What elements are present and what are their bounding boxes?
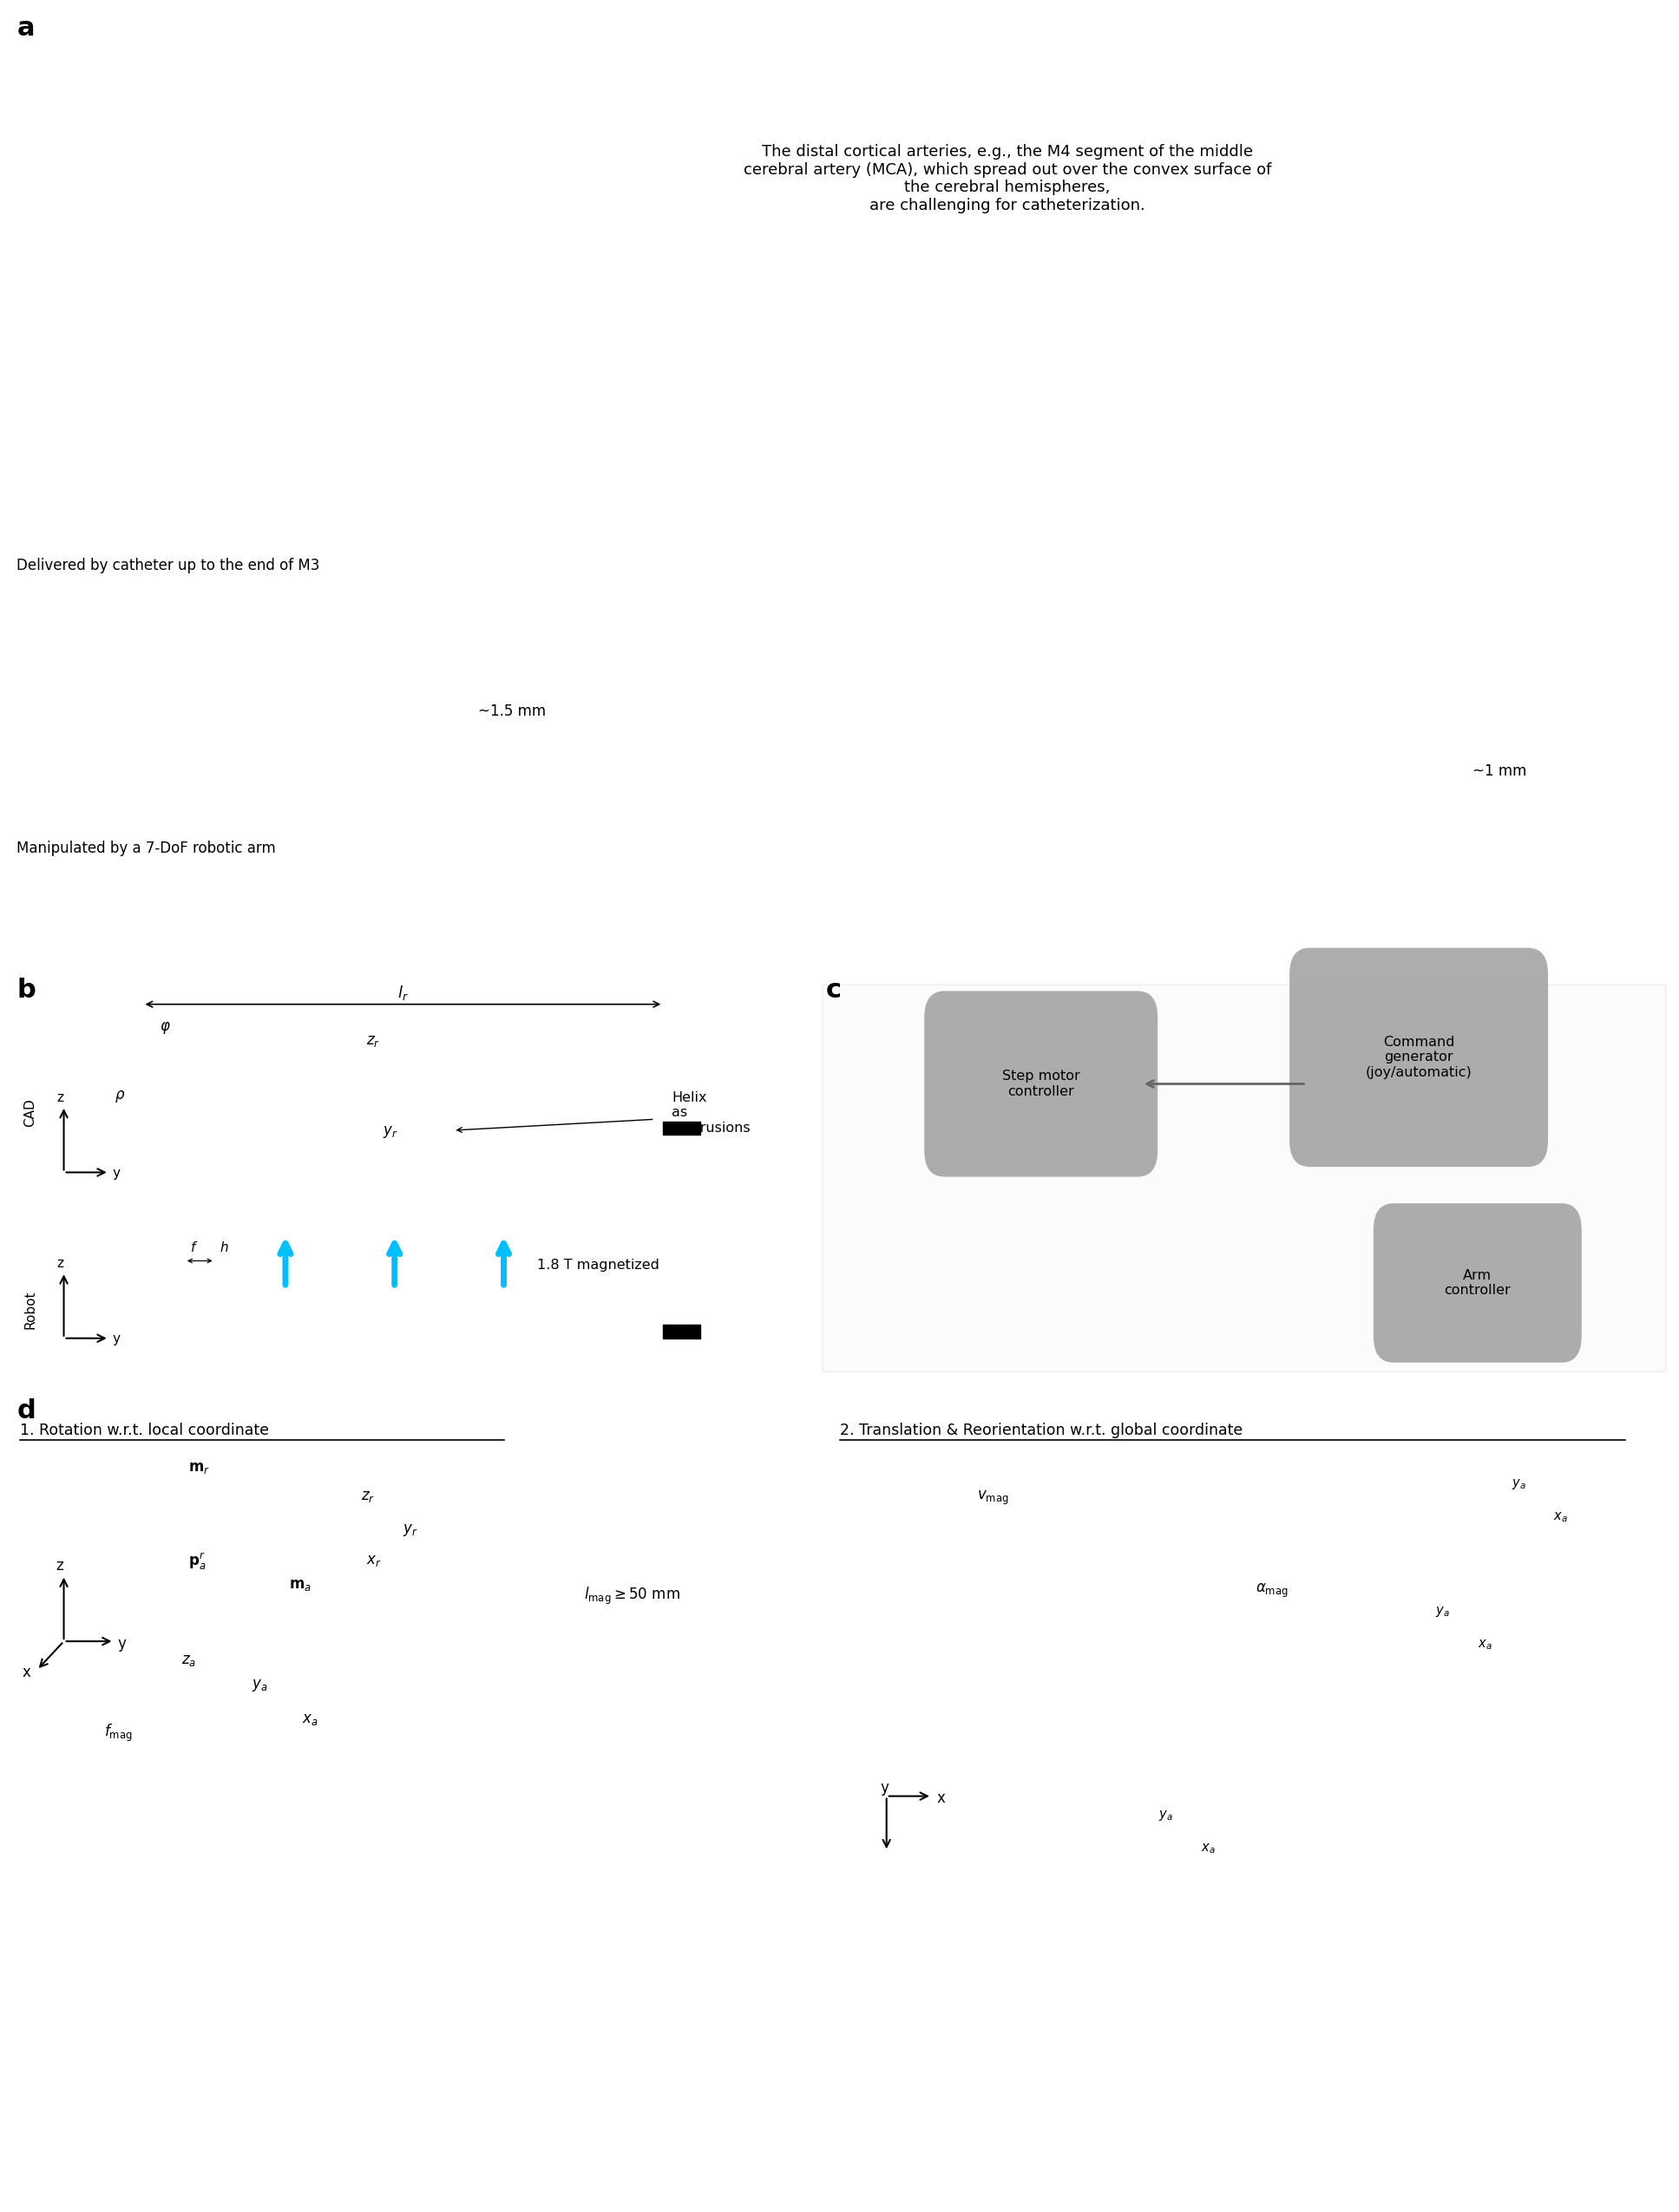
Text: $y_r$: $y_r$ [383,1124,398,1139]
Text: Command
generator
(joy/automatic): Command generator (joy/automatic) [1365,1035,1472,1079]
Text: z: z [57,1091,64,1104]
Text: $x_r$: $x_r$ [366,1553,381,1568]
Text: y: y [112,1166,121,1179]
Text: $y_a$: $y_a$ [1436,1606,1451,1619]
Text: $\varphi$: $\varphi$ [160,1020,171,1035]
Text: d: d [17,1398,35,1422]
Text: $f_{\mathrm{mag}}$: $f_{\mathrm{mag}}$ [104,1723,133,1743]
Bar [663,1121,700,1135]
Text: ~1.5 mm: ~1.5 mm [479,703,546,719]
Text: $h$: $h$ [220,1241,228,1254]
Text: $v_{\mathrm{mag}}$: $v_{\mathrm{mag}}$ [977,1489,1009,1506]
Bar [663,1325,700,1338]
Bar [823,984,1666,1371]
Text: $\rho$: $\rho$ [114,1088,124,1104]
Text: $y_a$: $y_a$ [1511,1478,1526,1491]
Text: $x_a$: $x_a$ [1478,1639,1493,1652]
Text: Step motor
controller: Step motor controller [1002,1071,1080,1097]
Text: $l_r$: $l_r$ [398,984,408,1002]
Text: $x_a$: $x_a$ [302,1712,319,1728]
Text: ~1 mm: ~1 mm [1472,763,1526,779]
Text: 2. Translation & Reorientation w.r.t. global coordinate: 2. Translation & Reorientation w.r.t. gl… [840,1422,1242,1438]
Text: $y_a$: $y_a$ [252,1677,269,1692]
Text: $\mathbf{p}_a^r$: $\mathbf{p}_a^r$ [188,1551,207,1573]
Text: Helix
as
protrusions: Helix as protrusions [672,1091,751,1135]
Text: $\mathbf{m}_r$: $\mathbf{m}_r$ [188,1460,210,1475]
Text: z: z [57,1256,64,1270]
Text: y: y [880,1781,888,1796]
Text: Robot: Robot [24,1290,37,1329]
Text: $y_a$: $y_a$ [1159,1809,1174,1823]
Text: $l_{\mathrm{mag}} \geq 50\ \mathrm{mm}$: $l_{\mathrm{mag}} \geq 50\ \mathrm{mm}$ [584,1586,680,1606]
Text: c: c [826,978,841,1002]
Text: b: b [17,978,35,1002]
Text: $z_r$: $z_r$ [361,1489,374,1504]
Text: Delivered by catheter up to the end of M3: Delivered by catheter up to the end of M… [17,557,321,573]
Text: $\alpha_{\mathrm{mag}}$: $\alpha_{\mathrm{mag}}$ [1256,1582,1289,1599]
Text: CAD: CAD [24,1099,37,1126]
Text: $y_r$: $y_r$ [403,1522,418,1537]
Text: z: z [55,1559,64,1575]
Text: a: a [17,15,35,40]
FancyBboxPatch shape [1373,1203,1582,1363]
Text: Manipulated by a 7-DoF robotic arm: Manipulated by a 7-DoF robotic arm [17,841,275,856]
FancyBboxPatch shape [1289,947,1548,1168]
Text: y: y [118,1637,126,1652]
Text: The distal cortical arteries, e.g., the M4 segment of the middle
cerebral artery: The distal cortical arteries, e.g., the … [744,144,1271,215]
Text: $f$: $f$ [190,1241,198,1254]
Text: Arm
controller: Arm controller [1444,1270,1511,1296]
Text: x: x [22,1666,30,1681]
Text: $z_a$: $z_a$ [181,1652,196,1668]
Text: y: y [112,1332,121,1345]
FancyBboxPatch shape [925,991,1159,1177]
Text: 1. Rotation w.r.t. local coordinate: 1. Rotation w.r.t. local coordinate [20,1422,269,1438]
Text: $z_r$: $z_r$ [366,1033,379,1048]
Text: $\mathbf{m}_a$: $\mathbf{m}_a$ [289,1577,311,1593]
Text: x: x [937,1792,945,1807]
Text: 1.8 T magnetized: 1.8 T magnetized [537,1259,660,1272]
Text: $x_a$: $x_a$ [1200,1843,1216,1856]
Text: $x_a$: $x_a$ [1553,1511,1568,1524]
